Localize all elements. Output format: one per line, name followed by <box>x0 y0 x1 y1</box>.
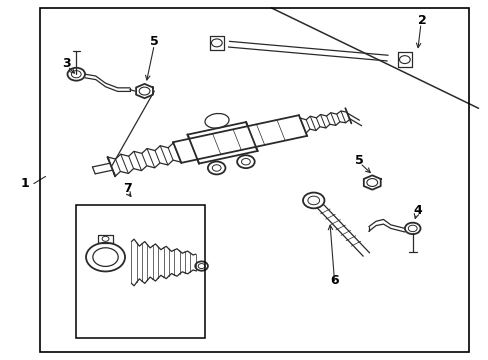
Text: 7: 7 <box>123 183 132 195</box>
Text: 6: 6 <box>330 274 338 287</box>
Text: 5: 5 <box>354 154 363 167</box>
Bar <box>40 8 468 352</box>
Text: 2: 2 <box>417 14 426 27</box>
Circle shape <box>404 223 420 234</box>
Circle shape <box>195 261 207 271</box>
Circle shape <box>67 68 85 81</box>
Text: 5: 5 <box>150 35 158 49</box>
Text: 1: 1 <box>20 177 29 190</box>
Text: 3: 3 <box>62 57 71 70</box>
Text: 4: 4 <box>412 204 421 217</box>
Bar <box>76 205 205 338</box>
